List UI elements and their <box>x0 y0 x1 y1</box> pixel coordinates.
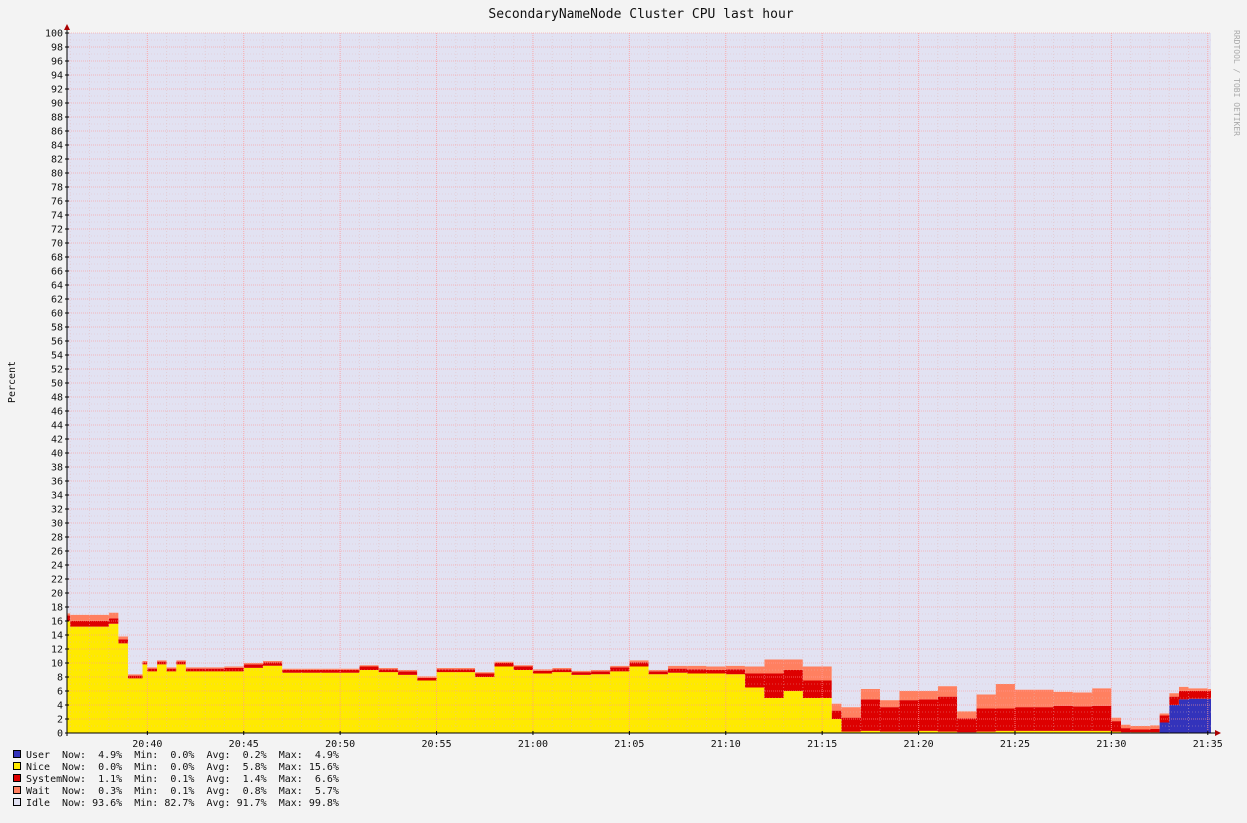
series-area-idle <box>67 33 1211 726</box>
legend-name-idle: Idle <box>26 798 50 809</box>
legend-swatch-user <box>13 750 21 758</box>
y-tick-label: 20 <box>51 589 63 600</box>
y-tick-label: 94 <box>51 71 63 82</box>
x-tick-label: 21:20 <box>904 739 934 750</box>
y-tick-label: 30 <box>51 519 63 530</box>
x-tick-label: 21:05 <box>614 739 644 750</box>
legend-stats-system: Now: 1.1% Min: 0.1% Avg: 1.4% Max: 6.6% <box>62 774 339 785</box>
chart-title: SecondaryNameNode Cluster CPU last hour <box>488 7 793 22</box>
y-tick-label: 70 <box>51 239 63 250</box>
y-tick-label: 16 <box>51 617 63 628</box>
x-tick-label: 21:15 <box>807 739 837 750</box>
y-tick-label: 98 <box>51 43 63 54</box>
x-tick-label: 20:50 <box>325 739 355 750</box>
y-tick-label: 100 <box>45 29 63 40</box>
y-tick-label: 46 <box>51 407 63 418</box>
x-tick-label: 20:45 <box>229 739 259 750</box>
x-tick-label: 20:40 <box>132 739 162 750</box>
y-tick-label: 74 <box>51 211 63 222</box>
legend-stats-user: Now: 4.9% Min: 0.0% Avg: 0.2% Max: 4.9% <box>62 750 339 761</box>
y-tick-label: 4 <box>57 701 63 712</box>
y-tick-label: 64 <box>51 281 63 292</box>
y-tick-label: 58 <box>51 323 63 334</box>
y-tick-label: 68 <box>51 253 63 264</box>
x-tick-label: 21:30 <box>1096 739 1126 750</box>
y-tick-label: 44 <box>51 421 63 432</box>
x-tick-label: 21:35 <box>1193 739 1223 750</box>
y-tick-label: 28 <box>51 533 63 544</box>
y-tick-label: 38 <box>51 463 63 474</box>
y-tick-label: 76 <box>51 197 63 208</box>
y-tick-label: 6 <box>57 687 63 698</box>
legend-stats-wait: Now: 0.3% Min: 0.1% Avg: 0.8% Max: 5.7% <box>62 786 339 797</box>
y-tick-label: 8 <box>57 673 63 684</box>
rrdtool-credit: RRDTOOL / TOBI OETIKER <box>1232 30 1241 136</box>
y-tick-label: 22 <box>51 575 63 586</box>
x-tick-label: 21:10 <box>711 739 741 750</box>
x-axis-arrow <box>1215 730 1221 736</box>
x-tick-label: 20:55 <box>421 739 451 750</box>
y-tick-label: 14 <box>51 631 63 642</box>
y-tick-label: 36 <box>51 477 63 488</box>
y-tick-label: 24 <box>51 561 63 572</box>
y-tick-label: 0 <box>57 729 63 740</box>
y-tick-label: 48 <box>51 393 63 404</box>
y-tick-label: 40 <box>51 449 63 460</box>
y-tick-label: 34 <box>51 491 63 502</box>
y-tick-label: 52 <box>51 365 63 376</box>
legend-swatch-system <box>13 774 21 782</box>
legend-stats-nice: Now: 0.0% Min: 0.0% Avg: 5.8% Max: 15.6% <box>62 762 339 773</box>
y-tick-label: 32 <box>51 505 63 516</box>
y-tick-label: 26 <box>51 547 63 558</box>
series-area-system <box>67 615 1211 733</box>
y-tick-label: 18 <box>51 603 63 614</box>
y-tick-label: 86 <box>51 127 63 138</box>
y-tick-label: 62 <box>51 295 63 306</box>
y-tick-label: 10 <box>51 659 63 670</box>
y-tick-label: 50 <box>51 379 63 390</box>
y-tick-label: 80 <box>51 169 63 180</box>
y-tick-label: 12 <box>51 645 63 656</box>
y-tick-label: 66 <box>51 267 63 278</box>
x-tick-label: 21:00 <box>518 739 548 750</box>
legend-swatch-idle <box>13 798 21 806</box>
y-tick-label: 88 <box>51 113 63 124</box>
legend-name-nice: Nice <box>26 762 50 773</box>
y-tick-label: 96 <box>51 57 63 68</box>
y-tick-label: 78 <box>51 183 63 194</box>
y-tick-label: 92 <box>51 85 63 96</box>
legend-swatch-nice <box>13 762 21 770</box>
y-tick-label: 54 <box>51 351 63 362</box>
y-tick-label: 56 <box>51 337 63 348</box>
y-axis-arrow <box>64 24 70 30</box>
y-tick-label: 72 <box>51 225 63 236</box>
y-tick-label: 60 <box>51 309 63 320</box>
legend-stats-idle: Now: 93.6% Min: 82.7% Avg: 91.7% Max: 99… <box>62 798 339 809</box>
y-axis-label: Percent <box>7 361 18 403</box>
y-tick-label: 84 <box>51 141 63 152</box>
legend-name-system: System <box>26 774 62 785</box>
y-tick-label: 90 <box>51 99 63 110</box>
y-tick-label: 42 <box>51 435 63 446</box>
legend-name-user: User <box>26 750 50 761</box>
x-tick-label: 21:25 <box>1000 739 1030 750</box>
y-tick-label: 82 <box>51 155 63 166</box>
legend-swatch-wait <box>13 786 21 794</box>
legend-name-wait: Wait <box>26 786 50 797</box>
y-tick-label: 2 <box>57 715 63 726</box>
